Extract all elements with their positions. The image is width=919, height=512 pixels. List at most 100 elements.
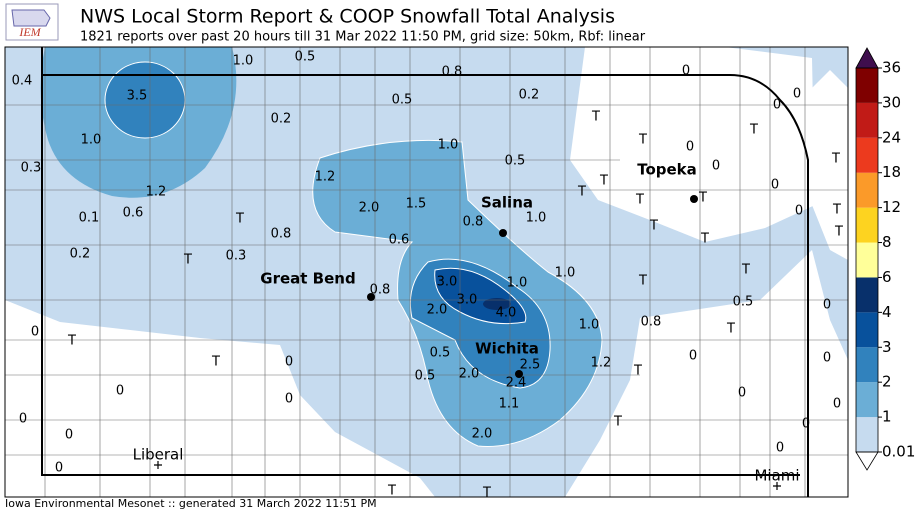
value-label: T	[591, 110, 600, 125]
value-label: 2.0	[427, 303, 448, 318]
value-label: 1.0	[438, 138, 459, 153]
value-label: T	[235, 212, 244, 227]
colorbar-tick-label: 3	[882, 338, 892, 356]
value-label: 0	[19, 412, 27, 427]
value-label: 0.8	[641, 315, 662, 330]
city-marker	[773, 482, 781, 490]
value-label: 1.0	[233, 54, 254, 69]
value-label: 0.8	[271, 227, 292, 242]
value-label: 2.0	[459, 367, 480, 382]
value-label: 0	[773, 98, 781, 113]
value-label: T	[741, 263, 750, 278]
value-label: 1.2	[315, 170, 336, 185]
region-4-6	[483, 298, 511, 310]
region-none	[570, 47, 815, 242]
value-label: 0.2	[70, 247, 91, 262]
colorbar-tick-label: 8	[882, 233, 892, 251]
value-label: 1.0	[81, 133, 102, 148]
value-label: 1.0	[579, 318, 600, 333]
value-label: 1.0	[555, 266, 576, 281]
value-label: 0.5	[392, 93, 413, 108]
colorbar-frame	[855, 67, 879, 453]
value-label: 0.5	[415, 369, 436, 384]
colorbar-segment	[856, 68, 878, 103]
value-label: T	[726, 322, 735, 337]
value-label: 0	[795, 204, 803, 219]
title: NWS Local Storm Report & COOP Snowfall T…	[80, 6, 615, 28]
value-label: 0	[55, 461, 63, 476]
value-label: 0	[285, 392, 293, 407]
value-label: 4.0	[496, 306, 517, 321]
colorbar-tick-label: 30	[882, 93, 901, 111]
footer: Iowa Environmental Mesonet :: generated …	[5, 497, 377, 510]
value-label: 0	[793, 87, 801, 102]
value-label: T	[831, 152, 840, 167]
city-label: Salina	[481, 194, 533, 212]
colorbar-tick-label: 6	[882, 268, 892, 286]
colorbar-over	[855, 47, 879, 69]
value-label: 0	[776, 441, 784, 456]
value-label: 0.3	[226, 249, 247, 264]
value-label: T	[67, 334, 76, 349]
value-label: T	[633, 364, 642, 379]
region-none	[5, 300, 435, 497]
city-label: Great Bend	[260, 270, 355, 288]
value-label: 0.6	[389, 233, 410, 248]
value-label: 0	[285, 355, 293, 370]
value-label: 1.1	[499, 397, 520, 412]
value-label: 2.0	[359, 201, 380, 216]
city-marker	[154, 461, 162, 469]
value-label: 2.0	[472, 427, 493, 442]
colorbar-segment	[856, 102, 878, 138]
value-label: T	[638, 274, 647, 289]
colorbar-tick-label: 0.01	[882, 443, 915, 461]
colorbar-segment	[856, 417, 878, 452]
value-label: 3.0	[457, 293, 478, 308]
value-label: 3.5	[127, 89, 148, 104]
value-label: T	[834, 225, 843, 240]
value-label: 0	[802, 417, 810, 432]
value-label: 0.8	[370, 283, 391, 298]
colorbar-tick-label: 18	[882, 163, 901, 181]
value-label: 0	[823, 298, 831, 313]
logo: IEM	[5, 3, 59, 41]
colorbar-segment	[856, 242, 878, 278]
map-frame	[4, 46, 849, 498]
value-label: 0.3	[21, 161, 42, 176]
value-label: 0	[689, 349, 697, 364]
value-label: 0	[31, 325, 39, 340]
city-label: Liberal	[133, 446, 184, 464]
value-label: T	[599, 174, 608, 189]
value-label: T	[387, 484, 396, 499]
city-label: Wichita	[475, 340, 539, 358]
value-label: T	[211, 355, 220, 370]
region-none	[565, 250, 848, 497]
city-marker	[690, 195, 698, 203]
value-label: T	[698, 191, 707, 206]
value-label: 0.4	[12, 74, 33, 89]
county-lines	[5, 47, 848, 497]
labels: 1.0 0.50.40.8 03.5 0.5 0.2 000.2 TT 01.0 1.0T0.3…	[12, 50, 843, 499]
value-label: 1.5	[406, 197, 427, 212]
value-label: 0.5	[505, 154, 526, 169]
value-label: T	[638, 133, 647, 148]
colorbar-segment	[856, 172, 878, 208]
value-label: 0.1	[79, 211, 100, 226]
colorbar-segment	[856, 277, 878, 313]
colorbar-segment	[856, 312, 878, 348]
value-label: 2.5	[520, 358, 541, 373]
value-label: 0.8	[463, 215, 484, 230]
value-label: 2.4	[506, 376, 527, 391]
value-label: T	[635, 193, 644, 208]
value-label: 0.8	[442, 65, 463, 80]
value-label: 1.2	[591, 356, 612, 371]
value-label: 0	[686, 140, 694, 155]
value-label: T	[700, 232, 709, 247]
value-label: 3.0	[437, 275, 458, 290]
value-label: 0.2	[519, 88, 540, 103]
value-label: 0	[823, 351, 831, 366]
region-3-4	[434, 267, 527, 325]
subtitle: 1821 reports over past 20 hours till 31 …	[80, 30, 646, 45]
svg-text:IEM: IEM	[18, 25, 41, 39]
value-label: 0	[65, 428, 73, 443]
